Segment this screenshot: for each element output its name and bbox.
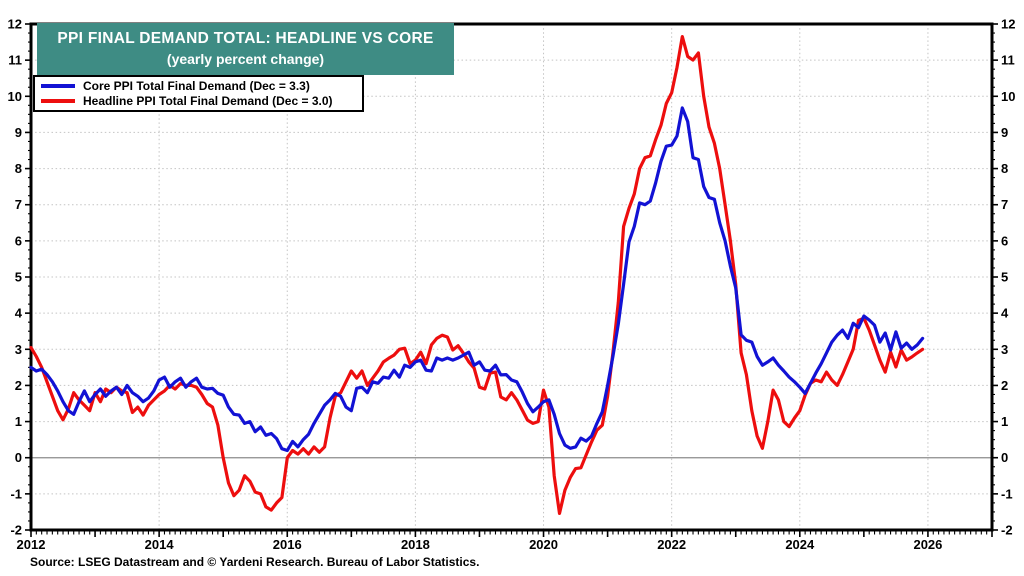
x-tick-label: 2012	[17, 537, 46, 552]
source-note: Source: LSEG Datastream and © Yardeni Re…	[30, 555, 480, 569]
y-tick-label-right: 6	[1001, 233, 1008, 248]
y-tick-label-right: 2	[1001, 378, 1008, 393]
y-tick-label-left: 1	[15, 414, 22, 429]
y-tick-label-left: 4	[15, 306, 23, 321]
x-tick-label: 2016	[273, 537, 302, 552]
core-ppi-line	[29, 106, 925, 453]
y-tick-label-right: 10	[1001, 89, 1015, 104]
y-tick-label-right: 0	[1001, 450, 1008, 465]
x-tick-label: 2026	[913, 537, 942, 552]
y-tick-label-left: 5	[15, 270, 22, 285]
y-tick-label-left: 8	[15, 161, 22, 176]
y-tick-label-right: -2	[1001, 523, 1013, 538]
legend-label-headline: Headline PPI Total Final Demand (Dec = 3…	[83, 93, 333, 108]
legend-item-core: Core PPI Total Final Demand (Dec = 3.3)	[41, 79, 356, 93]
headline-line-swatch	[41, 98, 75, 103]
y-tick-label-right: 9	[1001, 125, 1008, 140]
legend-label-core: Core PPI Total Final Demand (Dec = 3.3)	[83, 79, 310, 94]
y-tick-label-right: 3	[1001, 342, 1008, 357]
y-tick-label-left: 11	[8, 53, 22, 68]
x-tick-label: 2024	[785, 537, 815, 552]
y-tick-label-right: 4	[1001, 306, 1009, 321]
chart-title: PPI FINAL DEMAND TOTAL: HEADLINE VS CORE	[57, 30, 434, 48]
y-tick-label-right: 1	[1001, 414, 1008, 429]
y-tick-label-right: 12	[1001, 17, 1015, 32]
x-tick-label: 2014	[145, 537, 175, 552]
y-tick-label-left: 10	[8, 89, 22, 104]
chart-title-banner: PPI FINAL DEMAND TOTAL: HEADLINE VS CORE…	[37, 23, 454, 75]
plot-border	[29, 22, 994, 532]
y-tick-label-left: -2	[10, 523, 22, 538]
core-line-swatch	[41, 84, 75, 89]
x-tick-label: 2018	[401, 537, 430, 552]
legend: Core PPI Total Final Demand (Dec = 3.3) …	[33, 75, 364, 112]
x-tick-label: 2022	[657, 537, 686, 552]
y-tick-label-left: 3	[15, 342, 22, 357]
y-tick-label-left: 2	[15, 378, 22, 393]
y-tick-label-left: 7	[15, 197, 22, 212]
y-tick-label-left: 0	[15, 450, 22, 465]
y-tick-label-right: 8	[1001, 161, 1008, 176]
y-tick-label-left: -1	[10, 486, 22, 501]
y-tick-label-right: -1	[1001, 486, 1013, 501]
y-tick-label-right: 7	[1001, 197, 1008, 212]
chart-subtitle: (yearly percent change)	[166, 51, 325, 68]
y-tick-label-right: 11	[1001, 53, 1015, 68]
x-tick-label: 2020	[529, 537, 558, 552]
y-tick-label-left: 12	[8, 17, 22, 32]
y-tick-label-right: 5	[1001, 270, 1008, 285]
y-tick-label-left: 9	[15, 125, 22, 140]
headline-ppi-line	[29, 34, 925, 516]
legend-item-headline: Headline PPI Total Final Demand (Dec = 3…	[41, 94, 356, 108]
y-tick-label-left: 6	[15, 233, 22, 248]
